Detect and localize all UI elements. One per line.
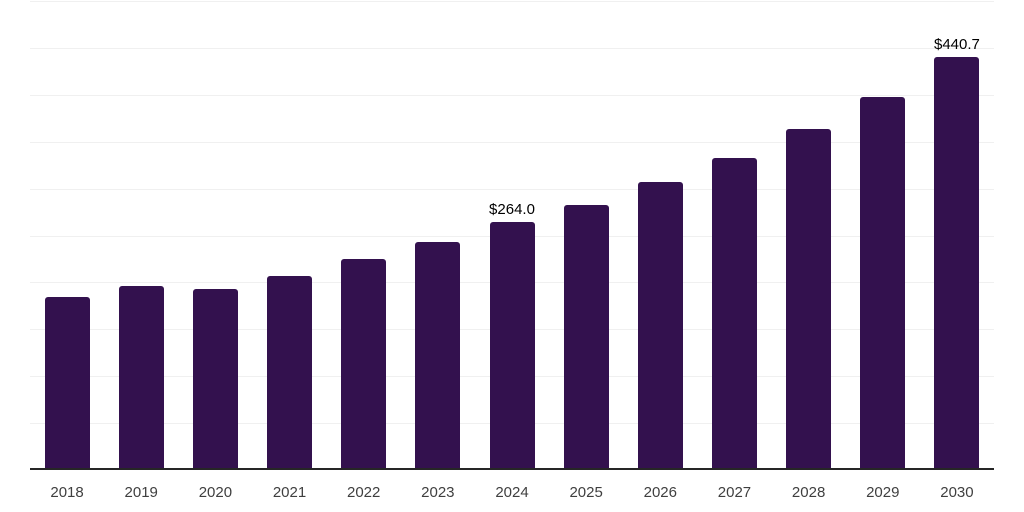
x-axis-label-2019: 2019 [124, 484, 158, 501]
bar-value-label-2024: $264.0 [489, 201, 535, 219]
bar-2024 [489, 222, 535, 470]
bar-2029 [860, 96, 906, 470]
bar-2026 [637, 182, 683, 470]
bar-2021 [267, 275, 313, 470]
gridline [30, 141, 994, 143]
bar-2023 [415, 242, 461, 470]
x-axis-label-2028: 2028 [791, 484, 826, 501]
x-axis-label-2018: 2018 [50, 484, 84, 501]
gridline [30, 188, 994, 190]
x-axis-label-2022: 2022 [347, 484, 381, 501]
x-axis-label-2029: 2029 [866, 484, 900, 501]
gridline [30, 1, 994, 2]
bar-2028 [786, 128, 832, 470]
x-axis-label-2026: 2026 [643, 484, 677, 501]
x-axis-label-2023: 2023 [421, 484, 455, 501]
x-axis-label-2024: 2024 [495, 484, 529, 501]
bar-2030 [934, 56, 980, 470]
gridline [30, 94, 994, 96]
bar-2027 [711, 157, 757, 470]
bar-2018 [44, 297, 90, 470]
x-axis-line [30, 468, 994, 470]
x-axis-label-2030: 2030 [940, 484, 974, 501]
bar-value-label-2030: $440.7 [933, 35, 980, 53]
bar-2022 [341, 258, 387, 470]
x-axis-label-2020: 2020 [198, 484, 233, 501]
bar-2019 [118, 286, 164, 470]
x-axis-label-2027: 2027 [717, 484, 752, 501]
x-axis-label-2025: 2025 [569, 484, 603, 501]
bar-2025 [563, 204, 609, 470]
bar-2020 [192, 288, 238, 470]
gridline [30, 47, 994, 49]
plot-area [30, 1, 994, 470]
x-axis-label-2021: 2021 [272, 484, 307, 501]
